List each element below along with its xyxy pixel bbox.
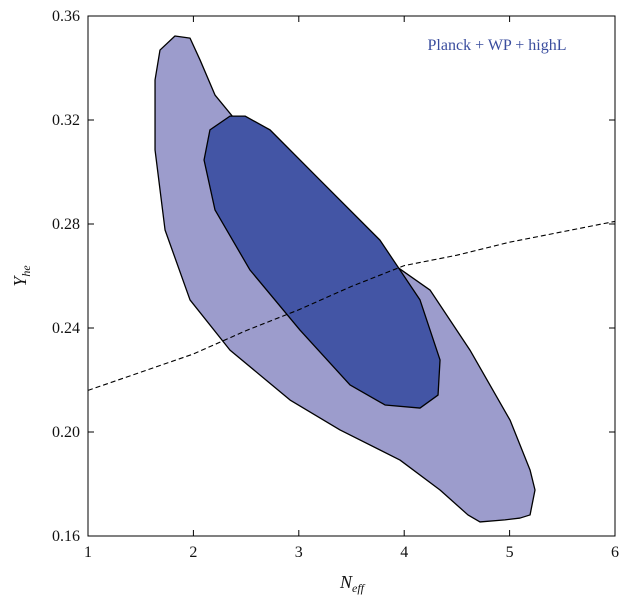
y-label-sub: he [19, 265, 33, 277]
legend-text: Planck + WP + highL [428, 37, 567, 54]
x-tick-label: 4 [400, 544, 408, 561]
y-tick-label: 0.36 [52, 8, 80, 25]
y-tick-label: 0.20 [52, 424, 80, 441]
y-label-main: Y [10, 275, 30, 287]
x-tick-label: 5 [506, 544, 514, 561]
confidence-region [203, 115, 441, 409]
plot-frame [87, 15, 616, 537]
dashed-curve [88, 220, 615, 391]
y-axis-label: Yhe [10, 265, 33, 287]
x-label-sub: eff [352, 581, 366, 595]
x-tick-label: 1 [84, 544, 92, 561]
y-tick-label: 0.24 [52, 320, 80, 337]
y-tick-label: 0.28 [52, 216, 80, 233]
x-tick-label: 3 [295, 544, 303, 561]
x-axis-label: Neff [339, 572, 366, 595]
x-tick-label: 2 [189, 544, 197, 561]
x-tick-label: 6 [611, 544, 619, 561]
x-label-main: N [339, 572, 353, 592]
y-tick-label: 0.16 [52, 528, 80, 545]
y-tick-label: 0.32 [52, 112, 80, 129]
